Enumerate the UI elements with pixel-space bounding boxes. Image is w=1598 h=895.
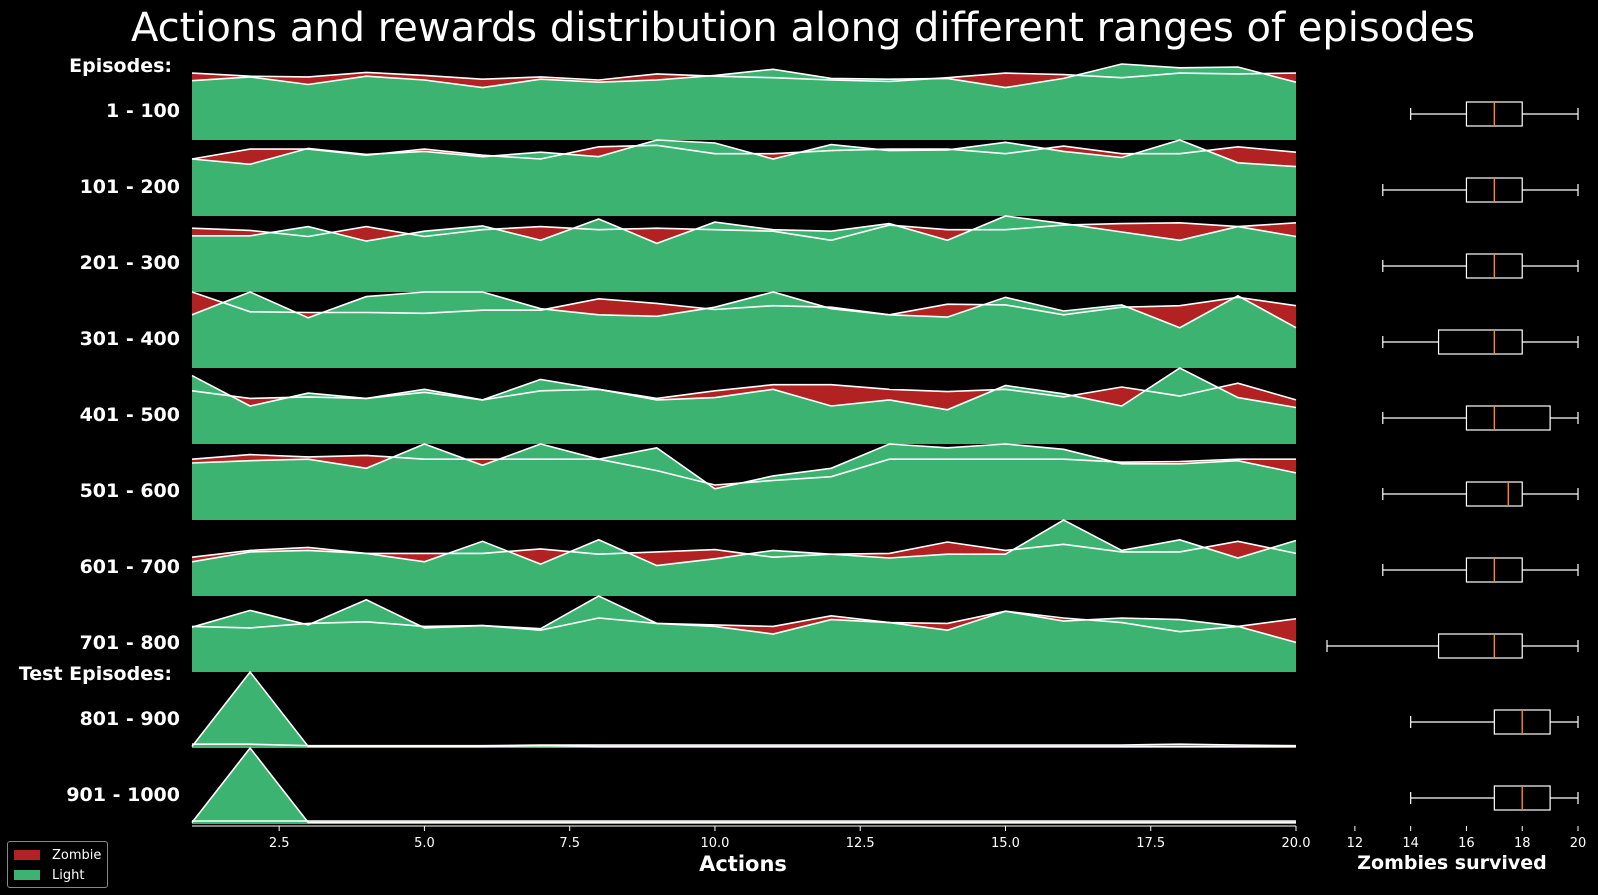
x-tick-label: 2.5 — [269, 836, 290, 851]
box-plot — [1410, 785, 1579, 811]
box-plot — [1326, 633, 1579, 659]
ridge-row: 501 - 600 — [80, 443, 1297, 520]
box-plot — [1410, 709, 1579, 735]
light-line — [191, 139, 1297, 168]
row-label: 101 - 200 — [80, 176, 180, 198]
box-plot — [1382, 481, 1579, 507]
row-label: 801 - 900 — [80, 708, 180, 730]
light-area — [192, 140, 1296, 216]
light-area — [192, 216, 1296, 292]
legend-label: Zombie — [52, 847, 102, 863]
box-plot — [1382, 329, 1579, 355]
box-plot — [1410, 101, 1579, 127]
zombie-line — [192, 743, 1297, 747]
light-area — [192, 444, 1296, 520]
box-x-tick-label: 20 — [1570, 836, 1587, 851]
box-x-tick-label: 18 — [1514, 836, 1531, 851]
x-tick-label: 15.0 — [991, 836, 1020, 851]
ridge-row: 301 - 400 — [80, 291, 1297, 368]
light-area — [192, 64, 1296, 140]
zombies-axis: 12 14 16 18 20 — [1347, 826, 1587, 851]
iqr-box — [1437, 329, 1523, 355]
light-area — [192, 748, 1296, 824]
legend: Zombie Light — [7, 841, 108, 888]
light-line — [191, 670, 1296, 748]
group-header: Test Episodes: — [19, 663, 172, 685]
light-line — [191, 63, 1297, 89]
x-tick-label: 5.0 — [414, 836, 435, 851]
box-x-tick-label: 16 — [1458, 836, 1475, 851]
zombie-line — [191, 610, 1297, 633]
row-label: 901 - 1000 — [66, 784, 180, 806]
light-area — [192, 672, 1296, 748]
box-plot — [1382, 557, 1579, 583]
row-label: 201 - 300 — [80, 252, 180, 274]
x-tick-label: 10.0 — [700, 836, 729, 851]
row-label: 301 - 400 — [80, 328, 180, 350]
x-tick-label: 20.0 — [1282, 836, 1311, 851]
iqr-box — [1437, 633, 1523, 659]
ridge-row: 101 - 200 — [80, 139, 1297, 216]
row-label: 601 - 700 — [80, 556, 180, 578]
actions-axis-label: Actions — [699, 852, 787, 876]
x-tick-label: 12.5 — [846, 836, 875, 851]
box-plot — [1382, 405, 1579, 431]
ridge-rows: 1 - 100 101 - 200 201 - 300 301 - 400 401 - … — [19, 55, 1297, 824]
light-line — [191, 367, 1297, 411]
legend-label: Light — [52, 867, 85, 883]
light-line — [191, 746, 1296, 824]
box-plot — [1382, 253, 1579, 279]
light-area — [192, 292, 1296, 368]
legend-item-zombie: Zombie — [14, 847, 101, 863]
box-plots — [1326, 101, 1579, 811]
ridge-row: 1 - 100 — [106, 63, 1297, 140]
row-label: 501 - 600 — [80, 480, 180, 502]
row-label: 401 - 500 — [80, 404, 180, 426]
zombie-line — [191, 221, 1297, 242]
box-plot — [1382, 177, 1579, 203]
light-swatch — [14, 870, 40, 880]
legend-item-light: Light — [14, 867, 84, 883]
iqr-box — [1465, 405, 1551, 431]
ridge-row: 701 - 800 — [80, 595, 1297, 672]
light-area — [192, 368, 1296, 444]
light-line — [191, 519, 1297, 567]
actions-axis: 2.5 5.0 7.5 10.0 12.5 15.0 17.5 20.0 — [192, 825, 1311, 851]
ridge-row: 901 - 1000 — [66, 746, 1296, 824]
x-tick-label: 17.5 — [1136, 836, 1165, 851]
box-x-tick-label: 12 — [1347, 836, 1364, 851]
light-line — [191, 291, 1297, 329]
iqr-box — [1465, 481, 1523, 507]
light-area — [192, 520, 1296, 596]
group-header: Episodes: — [69, 55, 172, 77]
ridge-row: 801 - 900 — [80, 670, 1297, 748]
ridge-row: 601 - 700 — [80, 519, 1297, 596]
ridge-row: 401 - 500 — [80, 367, 1297, 444]
light-line — [192, 215, 1297, 245]
light-area — [192, 596, 1296, 672]
light-line — [191, 595, 1297, 644]
light-line — [191, 443, 1297, 490]
row-label: 701 - 800 — [80, 632, 180, 654]
zombie-line — [191, 71, 1297, 83]
zombie-swatch — [14, 850, 40, 860]
ridge-row: 201 - 300 — [80, 215, 1297, 292]
chart-title: Actions and rewards distribution along d… — [131, 5, 1475, 51]
box-x-tick-label: 14 — [1402, 836, 1419, 851]
zombie-line — [191, 291, 1297, 316]
row-label: 1 - 100 — [106, 100, 180, 122]
zombies-axis-label: Zombies survived — [1357, 852, 1547, 874]
x-tick-label: 7.5 — [559, 836, 580, 851]
zombie-line — [191, 540, 1297, 559]
